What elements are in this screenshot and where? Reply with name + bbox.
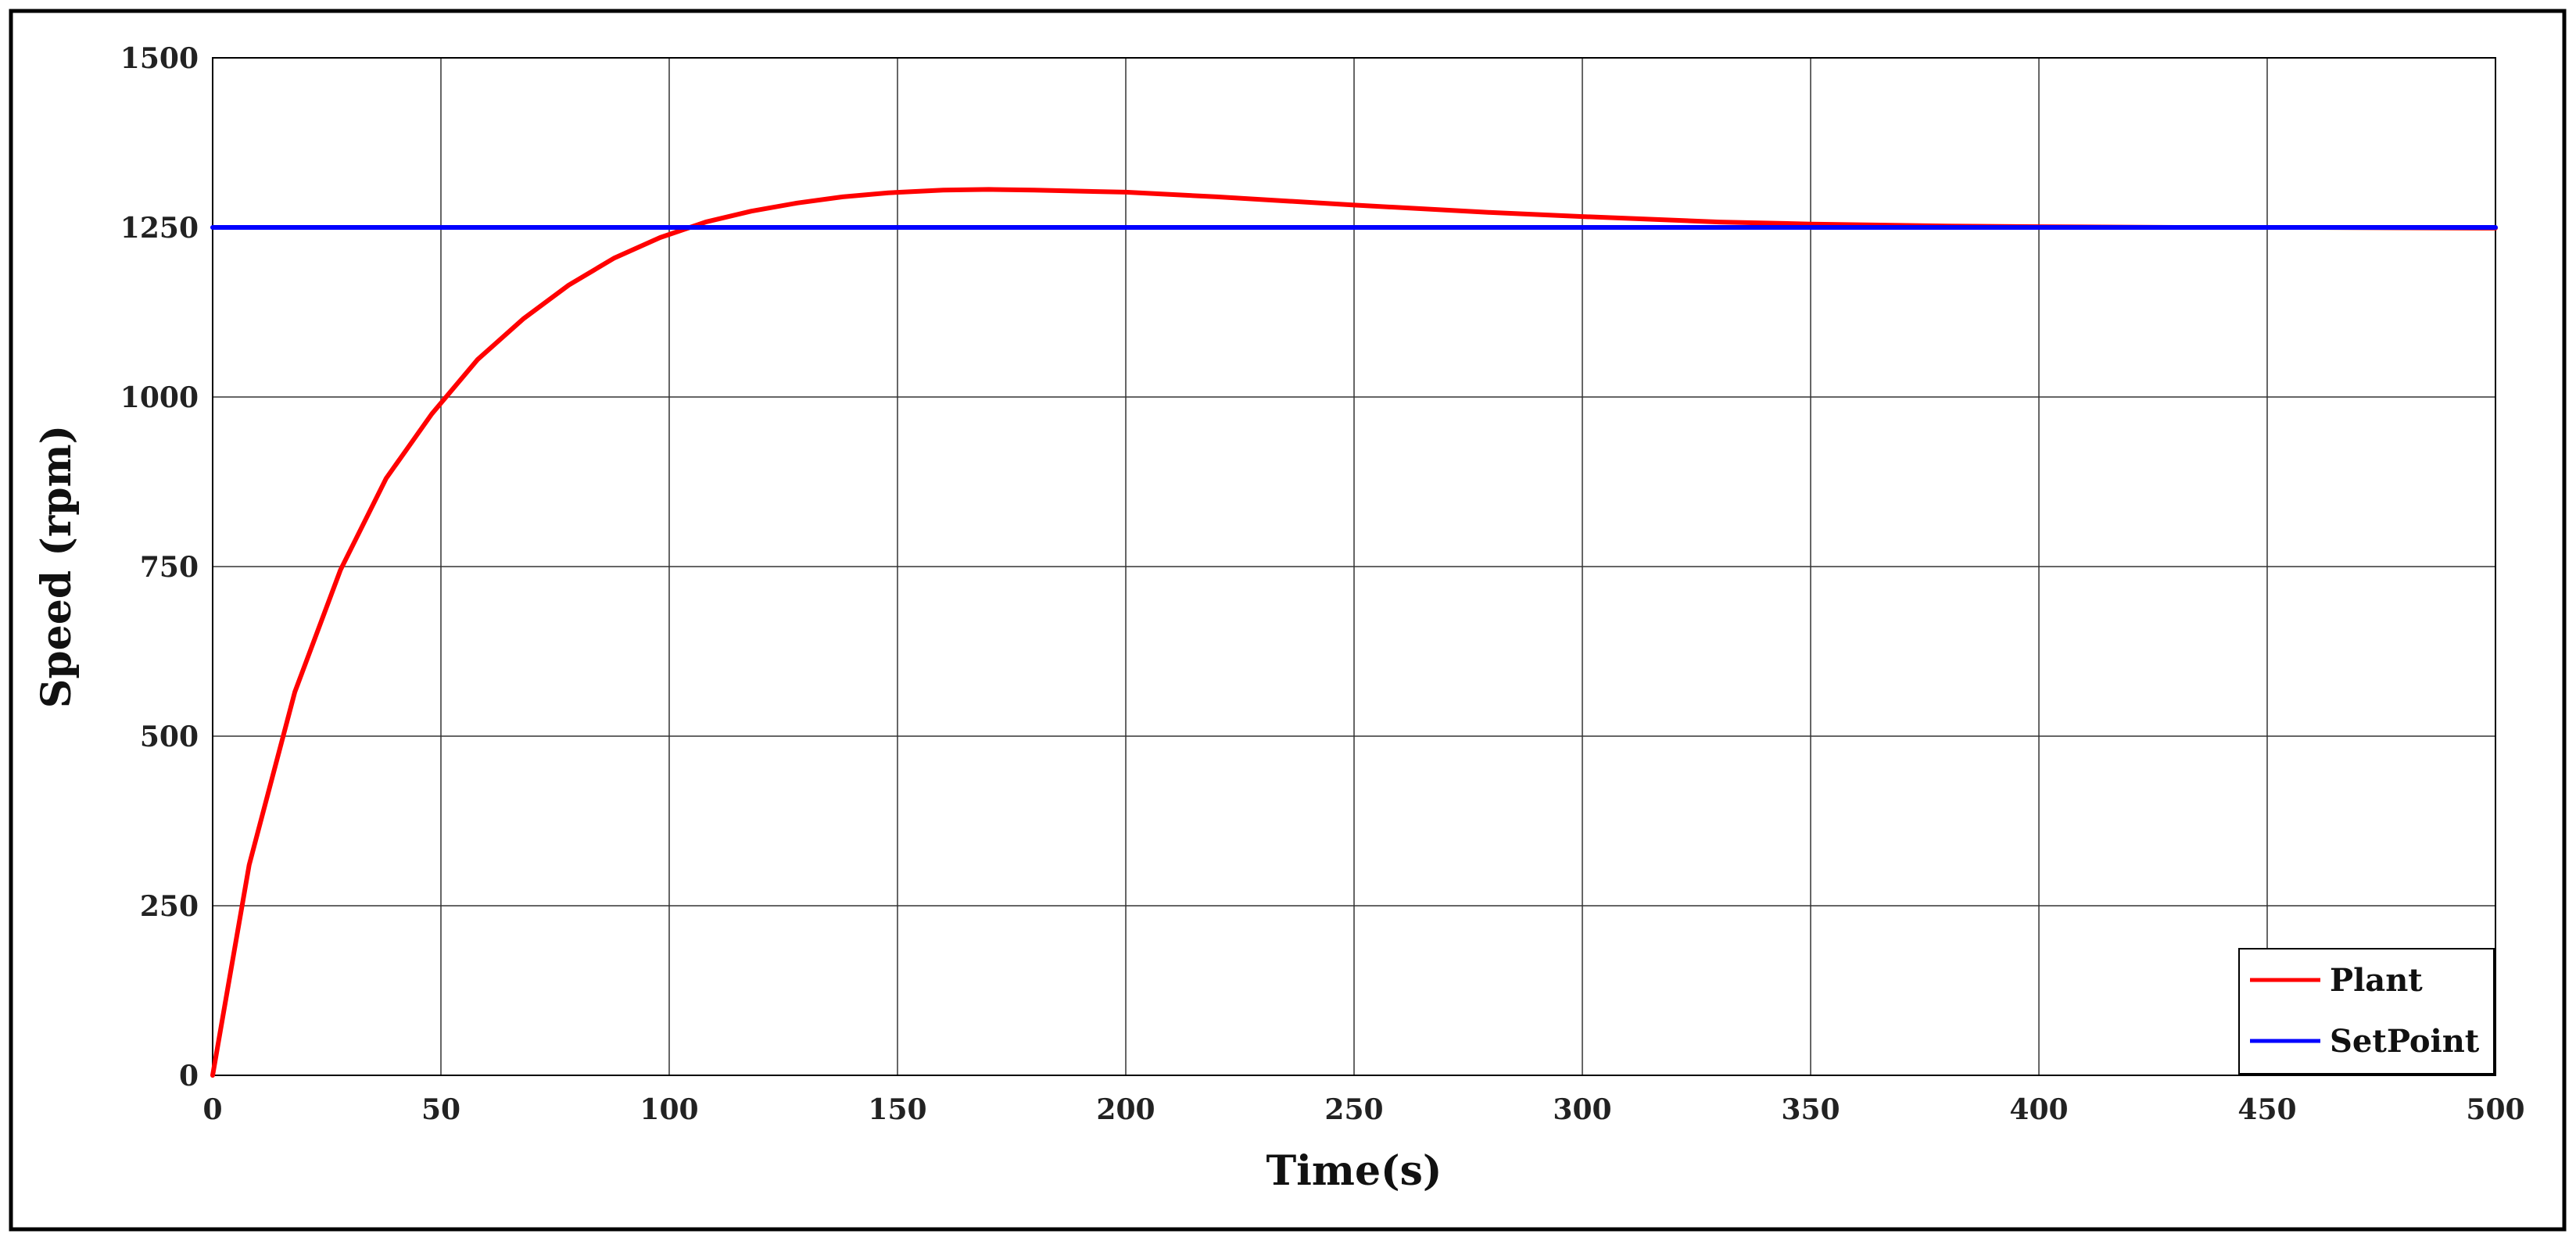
- x-tick-label: 100: [640, 1093, 698, 1126]
- y-axis-title: Speed (rpm): [33, 425, 81, 709]
- x-tick-label: 200: [1096, 1093, 1155, 1126]
- x-tick-label: 350: [1781, 1093, 1840, 1126]
- legend-label-plant: Plant: [2330, 962, 2423, 999]
- legend-label-setpoint: SetPoint: [2330, 1023, 2480, 1060]
- x-tick-label: 250: [1324, 1093, 1383, 1126]
- tick-labels: 0 50 100 150 200 250 300 350 400 450 500 0 250 500 750…: [120, 42, 2525, 1126]
- x-tick-label: 150: [868, 1093, 926, 1126]
- legend-box: [2238, 948, 2495, 1075]
- plot-area: [212, 57, 2496, 1076]
- y-tick-label: 1250: [120, 212, 199, 245]
- y-tick-label: 1500: [120, 42, 199, 75]
- y-tick-label: 750: [140, 551, 199, 584]
- outer-frame: [9, 9, 2567, 1232]
- series-line-plant: [210, 187, 2498, 1078]
- x-tick-label: 400: [2009, 1093, 2068, 1126]
- y-tick-label: 0: [179, 1060, 199, 1093]
- y-tick-label: 250: [140, 890, 199, 923]
- x-tick-label: 0: [202, 1093, 222, 1126]
- x-tick-label: 50: [421, 1093, 460, 1126]
- legend: Plant SetPoint: [2238, 948, 2495, 1075]
- x-axis-title: Time(s): [1266, 1147, 1442, 1195]
- series-lines: [210, 187, 2498, 1078]
- x-tick-label: 300: [1553, 1093, 1611, 1126]
- y-tick-label: 500: [140, 721, 199, 753]
- x-tick-label: 450: [2237, 1093, 2296, 1126]
- y-tick-label: 1000: [120, 381, 199, 414]
- x-tick-label: 500: [2466, 1093, 2524, 1126]
